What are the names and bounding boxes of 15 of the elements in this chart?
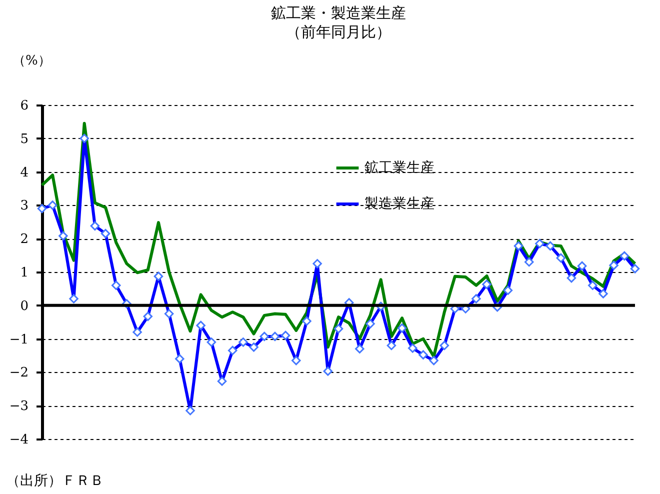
y-tick-label: −1 — [9, 332, 28, 348]
chart-title: 鉱工業・製造業生産 — [271, 4, 406, 22]
y-tick-label: −3 — [9, 399, 28, 414]
y-tick-label: −2 — [9, 366, 28, 381]
y-tick-label: 0 — [20, 298, 28, 314]
y-tick-label: 2 — [20, 232, 28, 248]
chart-subtitle: （前年同月比） — [286, 23, 391, 41]
y-axis-title: （%） — [12, 54, 51, 68]
text: （出所）ＦＲＢ — [6, 472, 104, 490]
y-tick-label: 4 — [20, 165, 28, 180]
y-tick-label: 3 — [20, 198, 28, 214]
y-tick-label: 6 — [20, 98, 28, 114]
y-tick-label: 1 — [20, 266, 28, 280]
y-tick-label: 5 — [20, 132, 28, 147]
y-tick-label: −4 — [9, 432, 28, 448]
